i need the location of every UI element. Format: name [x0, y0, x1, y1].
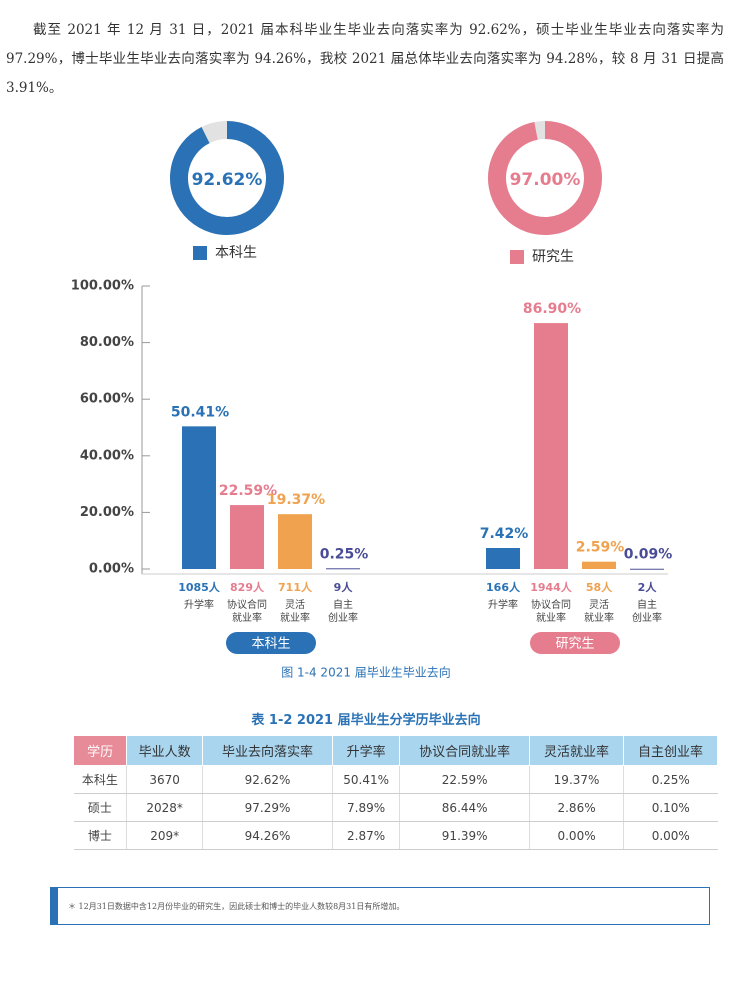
- y-tick-label: 40.00%: [80, 448, 134, 463]
- count-label: 9人: [334, 580, 354, 594]
- x-tick-label: 升学率: [488, 600, 518, 611]
- bar: [630, 568, 664, 570]
- x-tick-label: 自主 创业率: [632, 600, 662, 624]
- legend-swatch: [510, 250, 524, 264]
- table-cell: 92.62%: [202, 765, 333, 794]
- legend-label: 本科生: [215, 245, 257, 261]
- header-cell: 升学率: [331, 735, 401, 766]
- header-cell: 协议合同就业率: [399, 735, 531, 766]
- y-tick-label: 100.00%: [71, 279, 134, 294]
- donut-label: 97.00%: [510, 170, 581, 190]
- group-label: 本科生: [251, 637, 290, 652]
- legend-label: 研究生: [532, 249, 574, 265]
- header-cell: 毕业人数: [126, 735, 204, 766]
- legend-swatch: [193, 246, 207, 260]
- bar: [326, 568, 360, 570]
- donut-arc: [170, 121, 284, 235]
- value-label: 7.42%: [480, 526, 529, 542]
- table-cell: 0.25%: [623, 765, 718, 794]
- table-cell: 209*: [126, 821, 203, 850]
- bar: [582, 561, 616, 569]
- x-tick-label: 协议合同 就业率: [531, 600, 571, 624]
- table-row: 硕士 2028* 97.29% 7.89% 86.44% 2.86% 0.10%: [73, 793, 718, 822]
- header-cell: 灵活就业率: [529, 735, 625, 766]
- value-label: 2.59%: [576, 540, 625, 556]
- x-tick-label: 自主 创业率: [328, 600, 358, 624]
- table-row: 本科生 3670 92.62% 50.41% 22.59% 19.37% 0.25%: [73, 765, 718, 794]
- donut-label: 92.62%: [192, 170, 263, 190]
- value-label: 22.59%: [219, 483, 277, 499]
- bar: [278, 514, 312, 569]
- y-tick-label: 0.00%: [89, 562, 134, 577]
- count-label: 58人: [586, 580, 613, 594]
- donut-arc: [488, 121, 602, 235]
- table-cell: 博士: [73, 821, 127, 850]
- table-cell: 3670: [126, 765, 203, 794]
- header-row: 学历 毕业人数 毕业去向落实率 升学率 协议合同就业率 灵活就业率 自主创业率: [72, 735, 718, 766]
- group-label: 研究生: [555, 637, 594, 652]
- table-row: 博士 209* 94.26% 2.87% 91.39% 0.00% 0.00%: [73, 821, 718, 850]
- header-cell: 学历: [72, 735, 128, 766]
- table-cell: 91.39%: [399, 821, 530, 850]
- table-cell: 19.37%: [529, 765, 624, 794]
- count-label: 1944人: [530, 580, 573, 594]
- figure-caption: 图 1-4 2021 届毕业生毕业去向: [281, 665, 451, 680]
- header-cell: 自主创业率: [623, 735, 718, 766]
- count-label: 166人: [486, 580, 521, 594]
- paragraph: 截至 2021 年 12 月 31 日，2021 届本科毕业生毕业去向落实率为 …: [6, 22, 724, 96]
- table-cell: 本科生: [73, 765, 127, 794]
- y-tick-label: 80.00%: [80, 335, 134, 350]
- table-cell: 0.00%: [623, 821, 718, 850]
- count-label: 1085人: [178, 580, 221, 594]
- value-label: 0.25%: [320, 546, 369, 562]
- bar: [230, 505, 264, 569]
- charts: 92.62% 本科生 97.00% 研究生 0.00% 20.00% 40.00% 60.00…: [71, 121, 673, 680]
- table-title: 表 1-2 2021 届毕业生分学历毕业去向: [251, 713, 481, 728]
- table-cell: 2.87%: [331, 821, 400, 850]
- table-cell: 2028*: [126, 793, 203, 822]
- x-tick-label: 灵活 就业率: [280, 600, 310, 624]
- table-cell: 22.59%: [399, 765, 530, 794]
- table-cell: 硕士: [73, 793, 127, 822]
- header-cell: 毕业去向落实率: [202, 735, 333, 766]
- value-label: 19.37%: [267, 492, 325, 508]
- bar: [182, 426, 216, 569]
- bar: [534, 323, 568, 569]
- count-label: 711人: [278, 580, 313, 594]
- x-tick-label: 协议合同 就业率: [227, 600, 267, 624]
- y-tick-label: 20.00%: [80, 505, 134, 520]
- table: 学历 毕业人数 毕业去向落实率 升学率 协议合同就业率 灵活就业率 自主创业率 本科生 3670…: [72, 735, 718, 850]
- table-cell: 94.26%: [202, 821, 333, 850]
- table-cell: 86.44%: [399, 793, 530, 822]
- table-cell: 2.86%: [529, 793, 624, 822]
- table-cell: 0.10%: [623, 793, 718, 822]
- table-cell: 97.29%: [202, 793, 333, 822]
- group-pill: [226, 632, 316, 654]
- count-label: 829人: [230, 580, 265, 594]
- bar: [486, 548, 520, 569]
- count-label: 2人: [638, 580, 658, 594]
- value-label: 50.41%: [171, 404, 229, 420]
- value-label: 0.09%: [624, 547, 673, 563]
- table-cell: 0.00%: [529, 821, 624, 850]
- x-tick-label: 灵活 就业率: [584, 600, 614, 624]
- x-tick-label: 升学率: [184, 600, 214, 611]
- footnote: ＊ 12月31日数据中含12月份毕业的研究生，因此硕士和博士的毕业人数较8月31…: [50, 887, 710, 925]
- table-cell: 7.89%: [331, 793, 400, 822]
- value-label: 86.90%: [523, 301, 581, 317]
- y-tick-label: 60.00%: [80, 392, 134, 407]
- group-pill: [530, 632, 620, 654]
- table-cell: 50.41%: [331, 765, 400, 794]
